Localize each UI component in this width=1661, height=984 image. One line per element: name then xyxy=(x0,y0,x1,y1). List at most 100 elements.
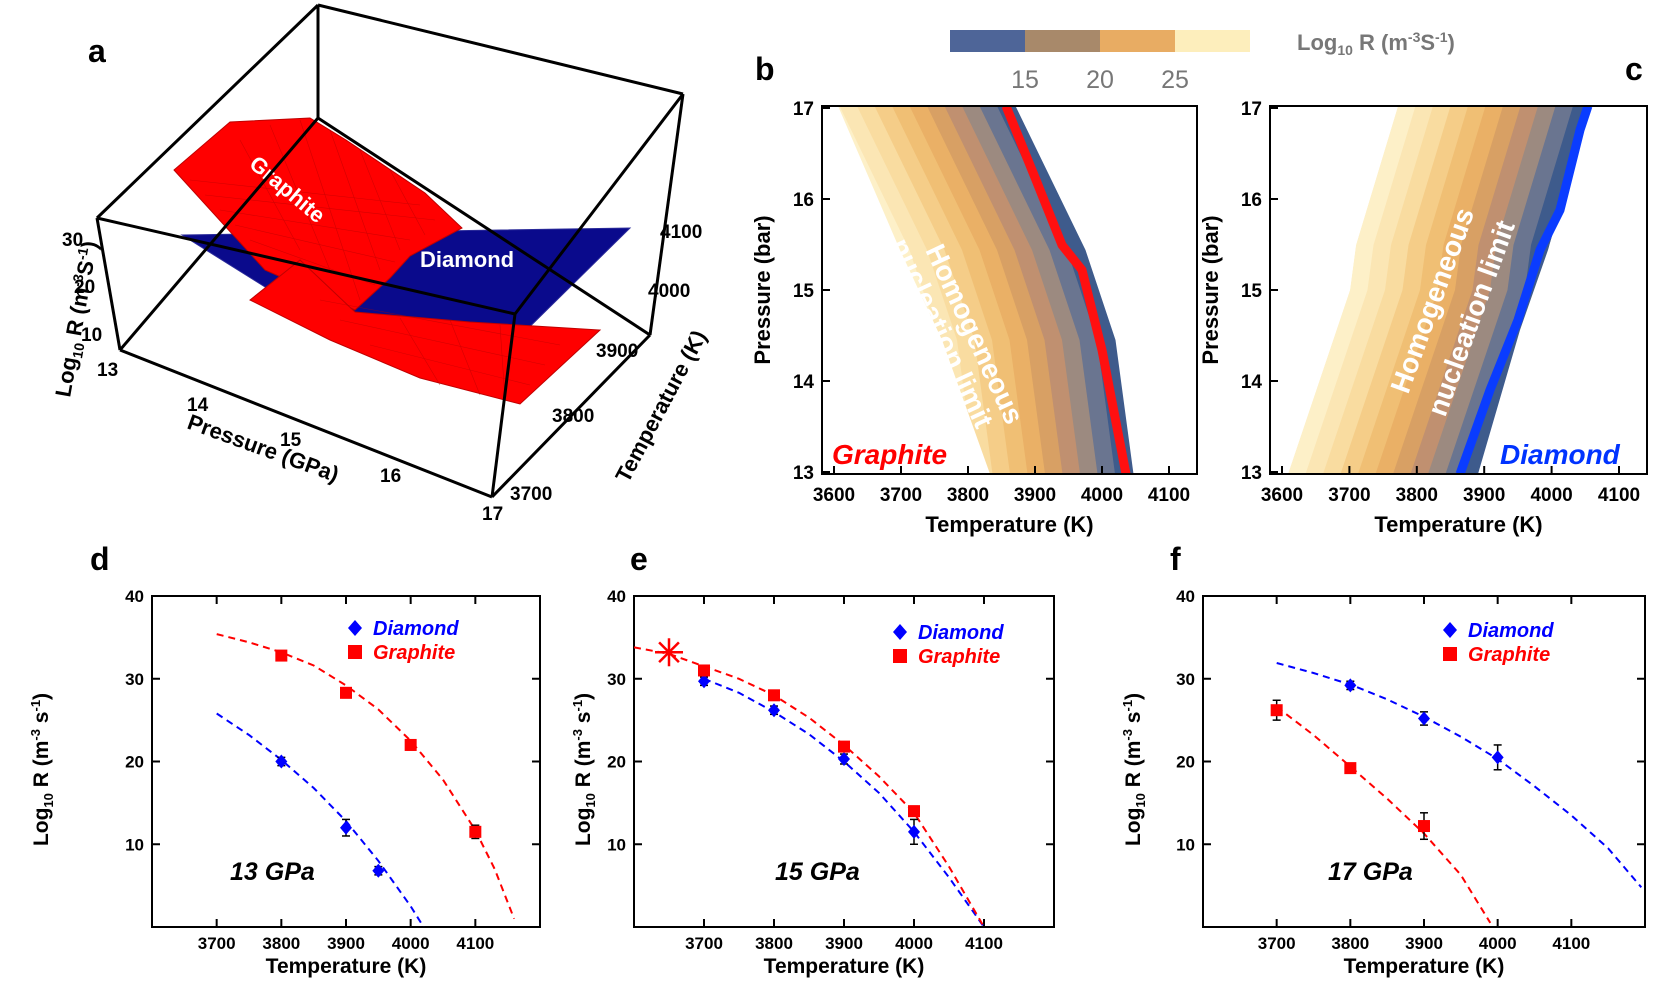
x-tick-label: 4100 xyxy=(965,934,1003,953)
legend-label: Diamond xyxy=(918,622,1004,644)
data-point-graphite xyxy=(275,649,288,662)
x-axis-label: Temperature (K) xyxy=(1344,955,1505,978)
empty-region xyxy=(1020,106,1197,474)
data-point-graphite xyxy=(340,686,352,699)
y-tick-label: 13 xyxy=(793,463,814,484)
annotation-diamond: Diamond xyxy=(1500,439,1621,470)
legend-marker-graphite xyxy=(348,645,362,659)
empty-region xyxy=(1478,106,1647,474)
y-tick-label: 17 xyxy=(1241,99,1262,120)
panel-a: a xyxy=(50,3,711,525)
x-axis-label: Temperature (K) xyxy=(764,955,925,978)
nucleation-limit-line xyxy=(1455,106,1593,474)
x-axis-label: Temperature (K) xyxy=(1374,512,1542,537)
colorbar-swatch xyxy=(950,30,1025,52)
legend-marker-diamond xyxy=(348,620,362,636)
legend-label: Graphite xyxy=(373,642,455,664)
fit-curve-diamond xyxy=(703,677,985,927)
panel-label-b: b xyxy=(755,51,775,87)
data-point-diamond xyxy=(1344,678,1357,693)
y-tick-label: 14 xyxy=(1241,372,1263,393)
colorbar-swatch xyxy=(1100,30,1175,52)
x-tick-label: 4000 xyxy=(1479,934,1517,953)
data-point-diamond xyxy=(275,754,288,769)
contour-band xyxy=(979,106,1116,474)
y-axis-label: Log10 R (m-3 s-1) xyxy=(28,693,56,846)
contour-map-diamond xyxy=(1270,106,1647,474)
colorbar-label: Log10 R (m-3S-1) xyxy=(1297,29,1455,58)
data-point-graphite xyxy=(1418,820,1430,833)
diamond-surface-label: Diamond xyxy=(420,247,514,272)
x-tick-label: 3800 xyxy=(947,485,989,506)
y-tick-label: 16 xyxy=(1241,190,1262,211)
pressure-annotation: 17 GPa xyxy=(1328,858,1413,886)
data-point-graphite xyxy=(838,740,850,753)
colorbar-swatch xyxy=(1025,30,1100,52)
panel-e: 3700 3800 3900 4000 4100 10 20 30 40 Temperature … xyxy=(570,587,1055,978)
star-marker xyxy=(658,641,680,664)
fit-curve-graphite xyxy=(1276,706,1492,924)
x-tick-label: 3900 xyxy=(1405,934,1443,953)
panel-label-d: d xyxy=(90,541,110,577)
y-tick-label: 14 xyxy=(793,372,815,393)
contour-band xyxy=(1288,106,1417,474)
x-tick-label: 3700 xyxy=(1258,934,1296,953)
x-tick-label: 3700 xyxy=(685,934,723,953)
data-point-diamond xyxy=(1491,750,1504,765)
x-tick-label: 3600 xyxy=(1261,485,1303,506)
x-axis-label: Temperature (K) xyxy=(925,512,1093,537)
x-tick-label: 3900 xyxy=(327,934,365,953)
x-axis-label: Temperature (K) xyxy=(266,955,427,978)
contour-band xyxy=(857,106,994,474)
contour-band xyxy=(1305,106,1434,474)
colorbar-tick: 15 xyxy=(1011,66,1039,94)
colorbar: 15 20 25 Log10 R (m-3S-1) xyxy=(950,29,1455,94)
panel-label-c: c xyxy=(1625,51,1643,87)
data-point-diamond xyxy=(908,824,920,839)
data-point-graphite xyxy=(1344,762,1357,775)
legend-marker-graphite xyxy=(893,649,907,663)
axis-ticks-c: 3600 3700 3800 3900 4000 4100 17 16 15 14 13 Temper… xyxy=(1198,99,1640,537)
a-y-tick: 4000 xyxy=(648,281,690,302)
pressure-annotation: 13 GPa xyxy=(230,858,315,886)
x-tick-label: 3700 xyxy=(1328,485,1370,506)
contour-band xyxy=(1375,106,1504,474)
nucleation-limit-line xyxy=(1001,106,1131,474)
contour-band xyxy=(1428,106,1557,474)
contour-band xyxy=(892,106,1029,474)
y-tick-label: 10 xyxy=(607,835,626,854)
y-tick-label: 15 xyxy=(1241,281,1263,302)
contour-band xyxy=(927,106,1064,474)
x-tick-label: 3900 xyxy=(1014,485,1056,506)
legend-marker-diamond xyxy=(893,624,907,640)
contour-band xyxy=(1358,106,1487,474)
data-point-graphite xyxy=(469,825,482,838)
legend-label: Diamond xyxy=(1468,620,1554,642)
graphite-surface-lower xyxy=(249,259,602,405)
x-tick-label: 3600 xyxy=(813,485,855,506)
a-y-tick: 4100 xyxy=(660,222,702,243)
panel-label-f: f xyxy=(1170,541,1181,577)
a-x-tick: 14 xyxy=(187,395,209,416)
box-back-edges xyxy=(95,3,684,220)
colorbar-swatch xyxy=(1175,30,1250,52)
contour-band xyxy=(1340,106,1469,474)
x-tick-label: 3700 xyxy=(880,485,922,506)
x-tick-label: 3800 xyxy=(1396,485,1438,506)
axis-ticks-b: 3600 3700 3800 3900 4000 4100 17 16 15 14 13 Temper… xyxy=(750,99,1190,537)
data-point-diamond xyxy=(768,703,780,718)
data-point-diamond xyxy=(340,820,352,835)
data-point-graphite xyxy=(908,805,920,818)
contour-band xyxy=(1393,106,1522,474)
y-tick-label: 40 xyxy=(1176,587,1195,606)
data-point-diamond xyxy=(698,674,710,689)
contour-map-graphite xyxy=(822,106,1197,474)
data-point-diamond xyxy=(1418,711,1430,726)
a-x-axis-label: Pressure (GPa) xyxy=(184,409,342,487)
y-tick-label: 13 xyxy=(1241,463,1262,484)
a-z-tick: 10 xyxy=(81,325,102,346)
data-point-diamond xyxy=(838,752,850,767)
legend-marker-graphite xyxy=(1443,647,1457,661)
graphite-mesh xyxy=(189,119,561,401)
empty-region xyxy=(1270,106,1398,474)
